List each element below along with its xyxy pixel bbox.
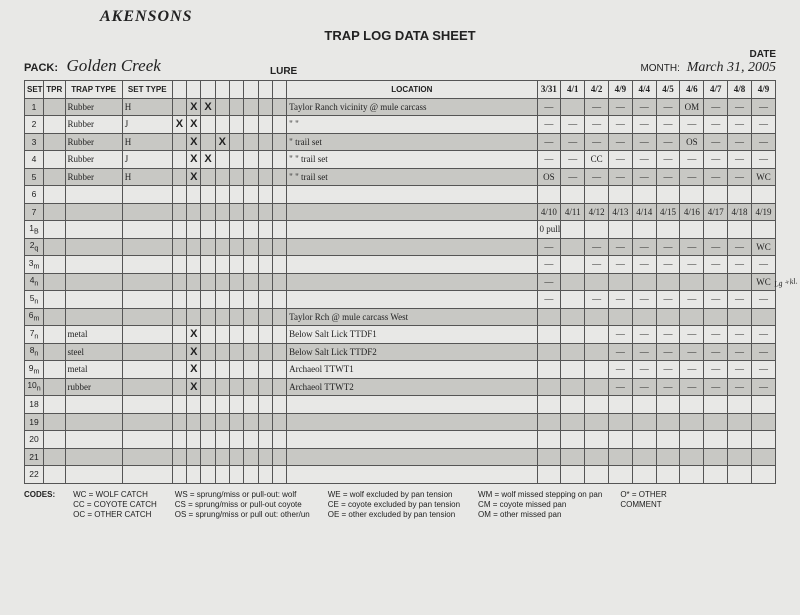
lure-label: LURE <box>270 66 297 77</box>
side-note: Lg +kl. <box>774 276 799 288</box>
table-row: 8nsteelXBelow Salt Lick TTDF2——————— <box>25 343 776 361</box>
codes-col-2: WS = sprung/miss or pull-out: wolfCS = s… <box>175 490 310 521</box>
table-row: 19 <box>25 413 776 431</box>
table-row: 21 <box>25 448 776 466</box>
table-row: 5RubberHX" " trail setOS————————WC <box>25 168 776 186</box>
table-row: 7nmetalXBelow Salt Lick TTDF1——————— <box>25 326 776 344</box>
table-row: 1B0 pulled <box>25 221 776 239</box>
trap-log-table: SETTPRTRAP TYPESET TYPELOCATION3/314/14/… <box>24 80 776 484</box>
codes-col-5: O* = OTHERCOMMENT <box>620 490 666 521</box>
codes-col-3: WE = wolf excluded by pan tensionCE = co… <box>328 490 460 521</box>
pack-label: PACK: <box>24 62 58 74</box>
table-row: 2q————————WC <box>25 238 776 256</box>
table-row: 9mmetalXArchaeol TTWT1——————— <box>25 361 776 379</box>
codes-col-4: WM = wolf missed stepping on panCM = coy… <box>478 490 602 521</box>
month-value: March 31, 2005 <box>687 60 776 75</box>
table-row: 6 <box>25 186 776 204</box>
date-label: DATE <box>640 49 776 60</box>
table-row: 2RubberJXX" "—————————— <box>25 116 776 134</box>
table-row: 74/104/114/124/134/144/154/164/174/184/1… <box>25 203 776 221</box>
table-row: 20 <box>25 431 776 449</box>
sheet-title: TRAP LOG DATA SHEET <box>24 28 776 43</box>
table-row: 5n————————— <box>25 291 776 309</box>
codes-col-1: WC = WOLF CATCHCC = COYOTE CATCHOC = OTH… <box>73 490 157 521</box>
table-row: 3m————————— <box>25 256 776 274</box>
codes-label: CODES: <box>24 490 55 499</box>
table-row: 4RubberJXX" " trail set——CC——————— <box>25 151 776 169</box>
table-row: 1RubberHXXTaylor Ranch vicinity @ mule c… <box>25 98 776 116</box>
table-row: 6mTaylor Rch @ mule carcass West <box>25 308 776 326</box>
month-label: MONTH: <box>640 63 679 74</box>
pack-value: Golden Creek <box>67 56 161 75</box>
table-row: 22 <box>25 466 776 484</box>
table-row: 18 <box>25 396 776 414</box>
table-row: 4n—WC <box>25 273 776 291</box>
person-name: AKENSONS <box>100 8 192 26</box>
codes-legend: CODES: WC = WOLF CATCHCC = COYOTE CATCHO… <box>24 490 776 521</box>
table-row: 3RubberHXX" trail set——————OS——— <box>25 133 776 151</box>
pack-block: PACK: Golden Creek <box>24 56 161 76</box>
table-row: 10nrubberXArchaeol TTWT2——————— <box>25 378 776 396</box>
date-block: DATE MONTH: March 31, 2005 <box>640 49 776 76</box>
